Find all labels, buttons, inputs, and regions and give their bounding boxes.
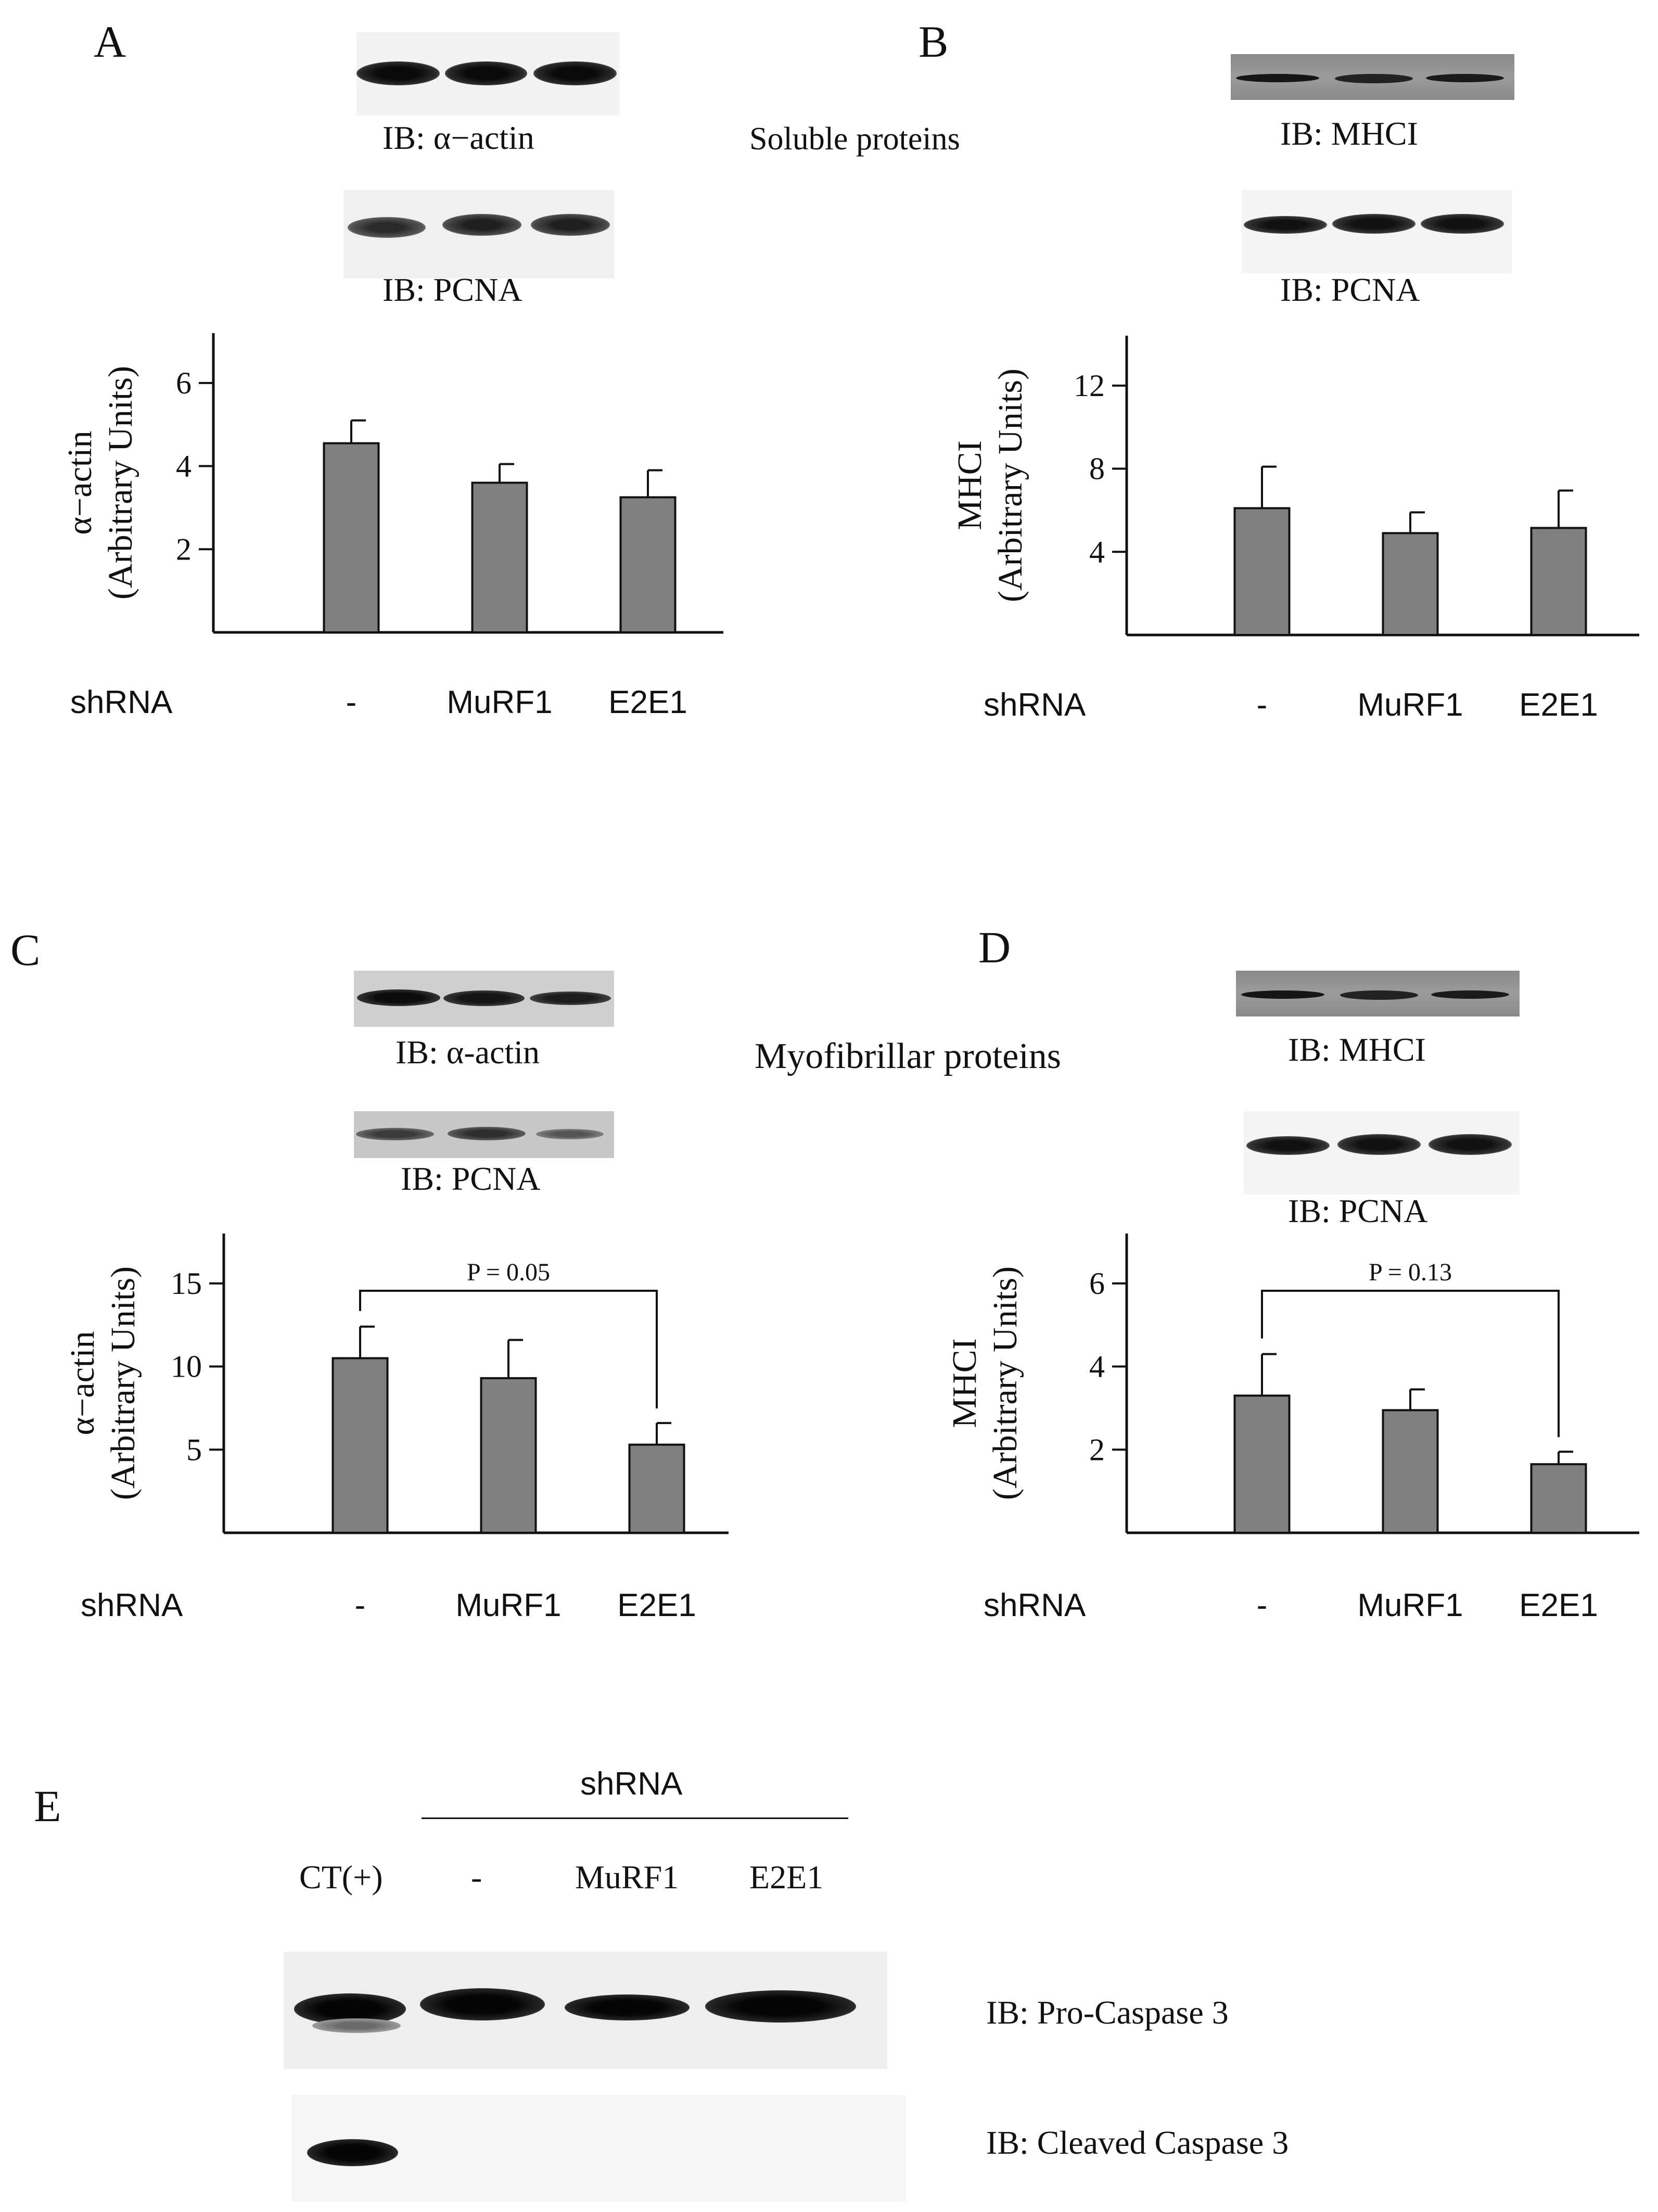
bar-d-1 bbox=[1382, 1409, 1439, 1534]
y-tick-label-a: 4 bbox=[176, 449, 192, 484]
ib-label-d-bottom: IB: PCNA bbox=[1288, 1192, 1428, 1229]
x-category-label-a-1: MuRF1 bbox=[447, 684, 552, 720]
bar-a-0 bbox=[323, 442, 380, 633]
x-category-label-c-0: - bbox=[355, 1587, 366, 1623]
blot-d-pcna bbox=[1244, 1111, 1520, 1194]
y-tick-label-d: 4 bbox=[1089, 1350, 1105, 1384]
panel-letter-a: A bbox=[94, 17, 126, 67]
y-tick-label-a: 2 bbox=[176, 532, 192, 566]
y-axis-label-line1-c: α−actin bbox=[63, 1331, 101, 1435]
bar-b-1 bbox=[1382, 532, 1439, 637]
ib-label-e-top: IB: Pro-Caspase 3 bbox=[986, 1994, 1229, 2031]
x-category-label-d-2: E2E1 bbox=[1519, 1587, 1598, 1623]
x-group-label-d: shRNA bbox=[984, 1587, 1086, 1623]
blot-b-pcna bbox=[1241, 190, 1512, 273]
x-category-label-a-2: E2E1 bbox=[608, 684, 687, 720]
blot-a-pcna bbox=[343, 190, 614, 278]
x-group-label-b: shRNA bbox=[984, 687, 1086, 723]
blot-b-mhci bbox=[1231, 54, 1514, 100]
x-category-label-d-1: MuRF1 bbox=[1357, 1587, 1463, 1623]
ib-label-a-bottom: IB: PCNA bbox=[382, 271, 522, 308]
y-tick-label-b: 12 bbox=[1074, 368, 1105, 403]
y-tick-label-d: 6 bbox=[1089, 1266, 1105, 1301]
x-category-label-a-0: - bbox=[346, 684, 357, 720]
panel-e-group-line bbox=[422, 1817, 848, 1819]
panel-letter-e: E bbox=[34, 1781, 61, 1831]
ib-label-c-top: IB: α-actin bbox=[396, 1034, 540, 1071]
bar-b-0 bbox=[1233, 507, 1291, 636]
y-tick-label-c: 10 bbox=[171, 1350, 202, 1384]
y-axis-label-a: α−actin (Arbitrary Units) bbox=[61, 366, 139, 600]
ib-label-b-bottom: IB: PCNA bbox=[1280, 271, 1420, 308]
ib-label-b-top: IB: MHCI bbox=[1280, 115, 1418, 152]
x-group-label-c: shRNA bbox=[81, 1587, 183, 1623]
y-tick-label-c: 5 bbox=[186, 1432, 202, 1467]
x-category-label-b-2: E2E1 bbox=[1519, 687, 1598, 723]
y-axis-label-line1-b: MHCI bbox=[951, 440, 989, 530]
blot-c-pcna bbox=[354, 1111, 614, 1158]
y-axis-label-line2-d: (Arbitrary Units) bbox=[986, 1266, 1024, 1500]
lane-label-e2e1: E2E1 bbox=[749, 1859, 824, 1896]
blot-e-procaspase3 bbox=[284, 1952, 887, 2069]
lane-label-ct: CT(+) bbox=[299, 1859, 383, 1896]
panel-letter-d: D bbox=[978, 922, 1011, 972]
x-category-label-c-1: MuRF1 bbox=[455, 1587, 561, 1623]
section-title-soluble: Soluble proteins bbox=[749, 121, 960, 157]
significance-label-d: P = 0.13 bbox=[1369, 1258, 1452, 1286]
bar-a-2 bbox=[619, 496, 677, 634]
y-axis-label-line1-d: MHCI bbox=[946, 1338, 984, 1428]
y-axis-label-d: MHCI (Arbitrary Units) bbox=[946, 1266, 1024, 1500]
y-axis-label-line2-a: (Arbitrary Units) bbox=[101, 366, 139, 600]
ib-label-d-top: IB: MHCI bbox=[1288, 1031, 1426, 1068]
blot-c-actin bbox=[354, 971, 614, 1027]
y-tick-label-b: 8 bbox=[1089, 452, 1105, 486]
x-category-label-d-0: - bbox=[1257, 1587, 1268, 1623]
ib-label-c-bottom: IB: PCNA bbox=[401, 1160, 541, 1197]
y-tick-label-b: 4 bbox=[1089, 535, 1105, 569]
ib-label-e-bottom: IB: Cleaved Caspase 3 bbox=[986, 2124, 1289, 2161]
bar-d-2 bbox=[1530, 1463, 1587, 1534]
panel-letter-c: C bbox=[10, 925, 41, 975]
y-tick-label-d: 2 bbox=[1089, 1432, 1105, 1467]
significance-bracket-d bbox=[1261, 1290, 1560, 1438]
bar-d-0 bbox=[1233, 1394, 1291, 1534]
y-tick-label-c: 15 bbox=[171, 1266, 202, 1301]
blot-d-mhci bbox=[1236, 971, 1520, 1016]
y-axis-label-line2-b: (Arbitrary Units) bbox=[991, 368, 1029, 602]
y-axis-label-line2-c: (Arbitrary Units) bbox=[104, 1266, 142, 1500]
x-group-label-a: shRNA bbox=[70, 684, 173, 720]
lane-label-control: - bbox=[471, 1859, 482, 1896]
blot-a-actin bbox=[356, 32, 619, 116]
significance-label-c: P = 0.05 bbox=[467, 1258, 550, 1286]
y-tick-label-a: 6 bbox=[176, 366, 192, 400]
ib-label-a-top: IB: α−actin bbox=[382, 119, 534, 156]
y-axis-label-b: MHCI (Arbitrary Units) bbox=[951, 368, 1029, 602]
panel-e-group-label: shRNA bbox=[580, 1766, 683, 1802]
section-title-myofibrillar: Myofibrillar proteins bbox=[755, 1036, 1062, 1076]
y-axis-label-c: α−actin (Arbitrary Units) bbox=[63, 1266, 142, 1500]
bar-c-2 bbox=[628, 1443, 685, 1534]
x-category-label-b-0: - bbox=[1257, 687, 1268, 723]
panel-letter-b: B bbox=[919, 17, 949, 67]
x-category-label-c-2: E2E1 bbox=[617, 1587, 696, 1623]
blot-e-cleaved-caspase3 bbox=[291, 2095, 905, 2202]
lane-label-murf1: MuRF1 bbox=[575, 1859, 679, 1896]
x-category-label-b-1: MuRF1 bbox=[1357, 687, 1463, 723]
significance-bracket-c bbox=[359, 1290, 658, 1409]
y-axis-label-line1-a: α−actin bbox=[61, 430, 99, 535]
